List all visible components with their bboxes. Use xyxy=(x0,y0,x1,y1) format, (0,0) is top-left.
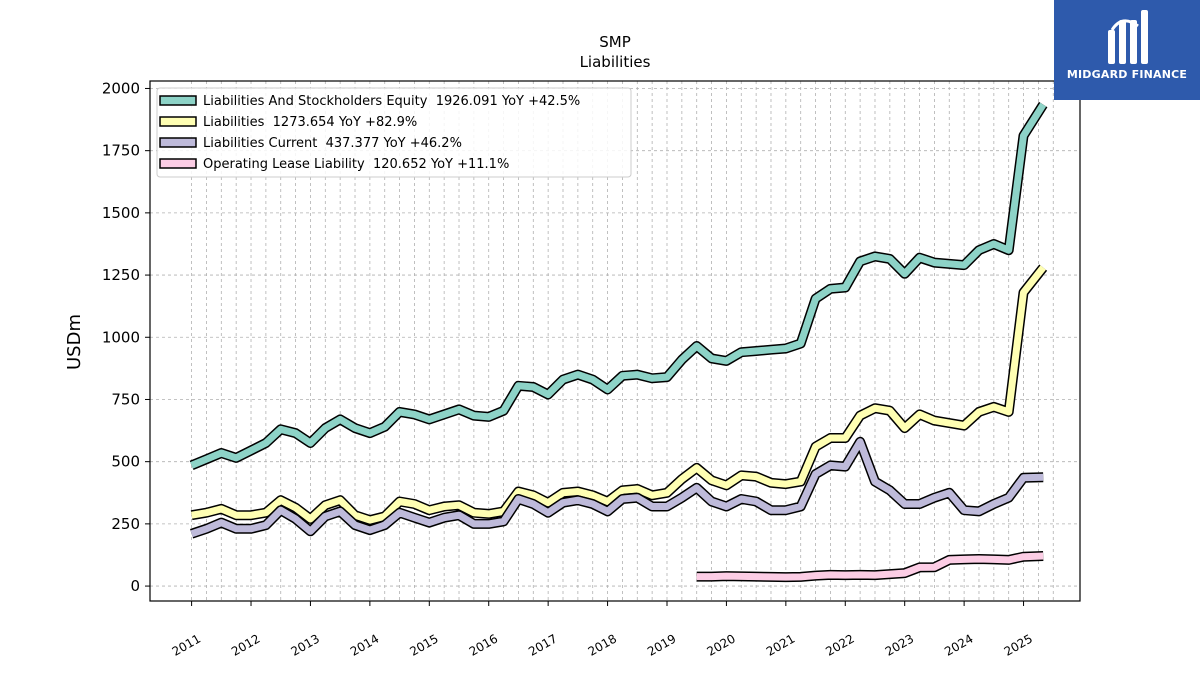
y-tick-label: 0 xyxy=(130,577,140,595)
legend: Liabilities And Stockholders Equity 1926… xyxy=(156,87,632,178)
legend-label: Liabilities Current 437.377 YoY +46.2% xyxy=(203,136,462,151)
legend-label: Operating Lease Liability 120.652 YoY +1… xyxy=(203,157,509,172)
series-line-1 xyxy=(190,102,1047,469)
series-lines xyxy=(189,101,1048,583)
chart-subtitle: Liabilities xyxy=(580,53,651,71)
x-tick-label: 2025 xyxy=(1002,631,1035,658)
x-tick-label: 2013 xyxy=(288,631,321,658)
series-line-3 xyxy=(190,438,1044,538)
y-tick-label: 1250 xyxy=(102,266,140,284)
y-axis-label: USDm xyxy=(64,314,85,370)
x-tick-label: 2018 xyxy=(586,631,619,658)
legend-label: Liabilities 1273.654 YoY +82.9% xyxy=(203,115,417,130)
x-tick-label: 2011 xyxy=(170,631,203,658)
x-tick-label: 2012 xyxy=(229,631,262,658)
brand-logo: MIDGARD FINANCE xyxy=(1054,0,1200,100)
y-tick-label: 2000 xyxy=(102,79,140,97)
series-line-2 xyxy=(191,265,1046,524)
legend-swatch xyxy=(159,95,197,106)
x-tick-label: 2020 xyxy=(704,631,737,658)
brand-name: MIDGARD FINANCE xyxy=(1066,68,1188,81)
legend-swatch xyxy=(159,158,197,169)
y-tick-label: 1000 xyxy=(102,328,140,346)
x-tick-label: 2017 xyxy=(526,631,559,658)
y-tick-label: 250 xyxy=(111,515,140,533)
legend-swatch xyxy=(159,116,197,127)
x-tick-label: 2019 xyxy=(645,631,678,658)
series-line-outline xyxy=(190,264,1048,526)
x-tick-label: 2015 xyxy=(407,631,440,658)
x-tick-label: 2021 xyxy=(764,631,797,658)
legend-label: Liabilities And Stockholders Equity 1926… xyxy=(203,94,580,109)
y-tick-label: 750 xyxy=(111,390,140,408)
x-tick-label: 2014 xyxy=(348,631,381,658)
chart-title: SMP xyxy=(599,33,631,51)
plot-frame xyxy=(149,80,1081,602)
x-tick-label: 2016 xyxy=(467,631,500,658)
legend-box xyxy=(156,87,632,178)
series-line-4 xyxy=(696,552,1044,581)
y-tick-label: 1500 xyxy=(102,204,140,222)
brand-logo-icon xyxy=(1108,10,1148,64)
y-tick-label: 1750 xyxy=(102,142,140,160)
x-tick-label: 2022 xyxy=(823,631,856,658)
y-tick-label: 500 xyxy=(111,453,140,471)
x-tick-label: 2024 xyxy=(942,631,975,658)
legend-swatch xyxy=(159,137,197,148)
x-tick-label: 2023 xyxy=(883,631,916,658)
